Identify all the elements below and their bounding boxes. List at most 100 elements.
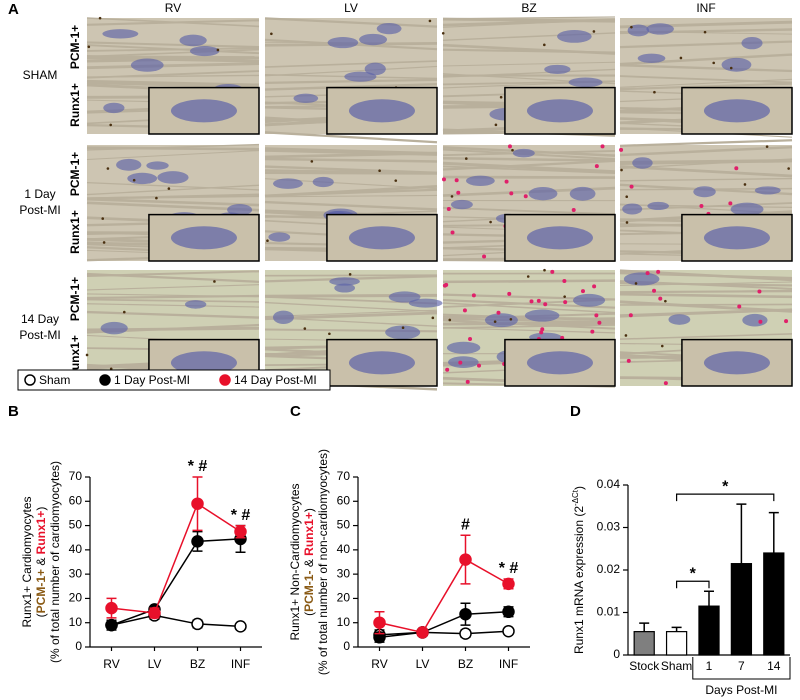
fiber <box>619 40 793 49</box>
brown-dot <box>787 167 790 170</box>
fiber <box>86 181 260 191</box>
error-bar <box>704 590 714 607</box>
nucleus <box>408 298 443 308</box>
y-axis-label-part: PCM-1+ <box>34 569 48 613</box>
data-point <box>459 627 472 640</box>
red-dot <box>465 379 470 384</box>
red-dot <box>543 302 548 307</box>
brown-dot <box>87 45 91 49</box>
brown-dot <box>526 275 530 278</box>
inset-nucleus <box>526 226 593 250</box>
data-point <box>105 618 118 632</box>
brown-dot <box>132 178 136 182</box>
brown-dot <box>620 168 623 172</box>
brown-dot <box>394 179 398 182</box>
data-point <box>502 605 515 619</box>
fiber <box>86 48 260 58</box>
brown-dot <box>625 221 629 224</box>
column-header: BZ <box>521 1 536 15</box>
nucleus <box>623 272 660 286</box>
x-tick-label: INF <box>499 657 518 671</box>
y-tick-label: 50 <box>337 518 351 532</box>
y-tick-label: 70 <box>69 469 83 483</box>
y-axis-label: (PCM-1+ & Runx1+) <box>34 507 48 618</box>
brown-dot <box>401 326 405 329</box>
fiber <box>86 44 260 55</box>
brown-dot <box>630 25 633 29</box>
marker-label: Runx1+ <box>68 83 82 127</box>
nucleus <box>329 277 360 286</box>
x-tick-label: Stock <box>629 659 660 673</box>
nucleus <box>385 325 421 340</box>
red-dot <box>458 360 463 365</box>
nucleus <box>189 46 220 57</box>
fiber <box>619 139 793 147</box>
brown-dot <box>494 123 498 127</box>
nucleus <box>466 175 495 186</box>
x-tick-label: BZ <box>458 657 473 671</box>
brown-dot <box>216 48 220 52</box>
nucleus <box>627 24 650 37</box>
red-dot <box>462 308 467 313</box>
red-dot <box>663 381 668 386</box>
nucleus <box>730 202 764 216</box>
red-dot <box>757 289 762 294</box>
y-axis-label-part: PCM-1- <box>302 571 316 612</box>
fiber <box>264 309 438 318</box>
marker-label: PCM-1+ <box>68 25 82 69</box>
brown-dot <box>729 66 733 70</box>
legend-box <box>17 369 331 391</box>
column-header: INF <box>696 1 715 15</box>
data-point <box>459 553 472 566</box>
marker-label: Runx1+ <box>68 210 82 254</box>
brown-dot <box>155 196 158 200</box>
micrograph <box>441 16 616 137</box>
y-axis-label: Runx1+ Non-Cardiomyocytes <box>288 483 302 640</box>
red-dot <box>594 164 599 169</box>
brown-dot <box>310 160 314 163</box>
y-tick-label: 10 <box>337 615 351 629</box>
red-dot <box>652 288 657 293</box>
x-tick-label: 7 <box>738 659 745 673</box>
fiber <box>264 157 438 163</box>
red-dot <box>571 208 576 213</box>
y-axis-label: Runx1 mRNA expression (2-ΔCt) <box>571 486 587 654</box>
nucleus <box>668 314 691 325</box>
y-axis-label: (PCM-1- & Runx1+) <box>302 508 316 616</box>
x-tick-label: BZ <box>190 657 205 671</box>
error-bar <box>736 503 747 564</box>
brown-dot <box>441 31 445 35</box>
micrograph <box>619 269 793 387</box>
nucleus <box>344 71 377 82</box>
brown-dot <box>213 280 216 283</box>
red-dot <box>645 271 650 276</box>
fiber <box>264 194 438 198</box>
fiber <box>86 284 260 291</box>
marker-label: Runx1+ <box>68 335 82 379</box>
x-axis-label: Days Post-MI <box>705 683 777 697</box>
brown-dot <box>266 239 269 243</box>
red-dot <box>468 336 473 341</box>
panel-label: B <box>8 403 19 420</box>
nucleus <box>157 171 189 184</box>
nucleus <box>103 102 125 114</box>
fiber <box>264 301 438 313</box>
red-dot <box>482 254 487 259</box>
fiber <box>264 200 438 211</box>
nucleus <box>544 64 571 74</box>
nucleus <box>273 178 303 189</box>
fiber <box>619 309 793 318</box>
fiber <box>442 16 616 20</box>
fiber <box>442 161 616 174</box>
series-line <box>379 630 509 636</box>
nucleus <box>272 310 294 324</box>
xlabel-bracket <box>692 657 791 680</box>
row-label: Post-MI <box>19 328 60 342</box>
fiber <box>442 159 616 171</box>
series-line <box>379 558 509 634</box>
y-axis-label-part: -ΔCt <box>571 489 580 506</box>
annotation: * # <box>231 507 251 524</box>
bar <box>633 631 655 656</box>
y-axis-label-part: ) <box>572 486 586 490</box>
brown-dot <box>653 90 656 94</box>
